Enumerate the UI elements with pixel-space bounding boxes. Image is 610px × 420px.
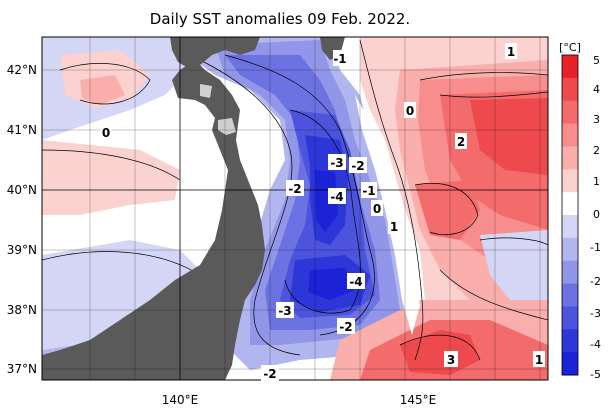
land-no-data-patch	[218, 118, 236, 135]
contour-label: -3	[276, 302, 294, 318]
colorbar-tick: 5	[593, 54, 600, 67]
lon-tick-label: 140°E	[162, 393, 199, 407]
svg-text:-3: -3	[330, 156, 343, 170]
colorbar-cell	[562, 123, 578, 147]
colorbar-tick: 1	[593, 175, 600, 188]
svg-text:-2: -2	[263, 367, 276, 381]
colorbar-tick: -1	[590, 241, 601, 254]
colorbar-tick: 0	[593, 208, 600, 221]
svg-text:-4: -4	[330, 190, 343, 204]
anomaly-region-coldest-north	[315, 170, 338, 232]
svg-text:-3: -3	[278, 304, 291, 318]
contour-label: 3	[444, 351, 458, 367]
contour-label: 0	[100, 124, 112, 140]
svg-text:-2: -2	[351, 159, 364, 173]
contour-label: 0	[371, 200, 383, 216]
contour-label: 2	[455, 133, 467, 149]
contour-label: 1	[388, 218, 400, 234]
colorbar-cell	[562, 352, 578, 376]
colorbar-cell	[562, 329, 578, 353]
colorbar-cell	[562, 306, 578, 330]
colorbar-cell	[562, 215, 578, 239]
svg-text:-1: -1	[362, 184, 375, 198]
svg-text:-4: -4	[349, 275, 362, 289]
land-hokkaido-sw	[170, 37, 260, 68]
contour-label: 1	[505, 43, 517, 59]
anomaly-region-mid-east-warm	[415, 180, 480, 240]
lat-tick-label: 38°N	[7, 303, 37, 317]
colorbar-cell	[562, 283, 578, 307]
svg-text:0: 0	[373, 202, 381, 216]
colorbar-cell	[562, 260, 578, 285]
svg-text:-2: -2	[288, 182, 301, 196]
colorbar: [°C] 5 4 3 2 1 0 -1 -2 -3 -4 -5	[559, 41, 601, 381]
svg-text:-2: -2	[339, 320, 352, 334]
colorbar-cell	[562, 100, 578, 125]
grid-lines	[42, 37, 548, 380]
contour-label: -4	[328, 188, 346, 204]
contour-lines	[42, 39, 548, 361]
map-frame	[41, 36, 549, 381]
svg-text:1: 1	[390, 220, 398, 234]
anomaly-region-east-warm-core	[470, 98, 548, 175]
contour-label: 0	[404, 102, 416, 118]
colorbar-cells	[562, 55, 578, 376]
svg-text:-1: -1	[333, 52, 346, 66]
contour-labels: -1 1 0 2 0 -3 -2 -2 -4 -1 0 1 -4 -3 -2 3…	[100, 43, 545, 381]
contour-label: 1	[533, 351, 545, 367]
colorbar-tick: -4	[590, 338, 601, 351]
contour-label: -3	[328, 154, 346, 170]
svg-text:1: 1	[535, 353, 543, 367]
anomaly-region-south-warm-core	[400, 330, 480, 375]
svg-text:0: 0	[406, 104, 414, 118]
anomaly-region-neutral-band	[355, 95, 420, 335]
colorbar-frame	[561, 54, 579, 376]
colorbar-cell	[562, 146, 578, 170]
contour-label: -2	[349, 157, 367, 173]
contour-label: -4	[347, 273, 365, 289]
land-honshu	[42, 60, 265, 380]
lat-tick-label: 41°N	[7, 123, 37, 137]
anomaly-region-nw-warm-core	[80, 75, 125, 105]
contour-label: -2	[337, 318, 355, 334]
contour-label: -2	[286, 180, 304, 196]
lat-tick-labels: 42°N 41°N 40°N 39°N 38°N 37°N	[7, 63, 37, 376]
lat-tick-label: 39°N	[7, 243, 37, 257]
anomaly-region-sw-cool	[42, 240, 200, 350]
colorbar-cell	[562, 169, 578, 193]
land-no-data-patch-2	[200, 84, 212, 98]
anomaly-region-west-warm	[42, 140, 180, 215]
colorbar-tick-labels: 5 4 3 2 1 0 -1 -2 -3 -4 -5	[590, 54, 601, 381]
lat-tick-label: 37°N	[7, 362, 37, 376]
map-area	[42, 37, 548, 380]
colorbar-cell	[562, 192, 578, 216]
colorbar-tick: 3	[593, 113, 600, 126]
svg-text:1: 1	[507, 45, 515, 59]
svg-text:3: 3	[447, 353, 455, 367]
colorbar-tick: -5	[590, 368, 601, 381]
contour-label: -1	[333, 50, 347, 66]
contour-label: -2	[261, 365, 279, 381]
colorbar-unit: [°C]	[559, 41, 581, 54]
lat-tick-label: 42°N	[7, 63, 37, 77]
svg-text:2: 2	[457, 135, 465, 149]
lon-tick-label: 145°E	[400, 393, 437, 407]
colorbar-cell	[562, 77, 578, 102]
svg-text:0: 0	[102, 126, 110, 140]
colorbar-tick: -2	[590, 275, 601, 288]
colorbar-cell	[562, 237, 578, 262]
colorbar-cell	[562, 55, 578, 79]
anomaly-region-east-cool-pocket	[480, 230, 548, 300]
colorbar-tick: -3	[590, 307, 601, 320]
lon-tick-labels: 140°E 145°E	[162, 393, 437, 407]
map-title: Daily SST anomalies 09 Feb. 2022.	[149, 10, 411, 28]
anomaly-region-coldest-south	[308, 268, 355, 300]
colorbar-tick: 4	[593, 83, 600, 96]
colorbar-tick: 2	[593, 144, 600, 157]
lat-tick-label: 40°N	[7, 183, 37, 197]
contour-label: -1	[361, 182, 377, 198]
